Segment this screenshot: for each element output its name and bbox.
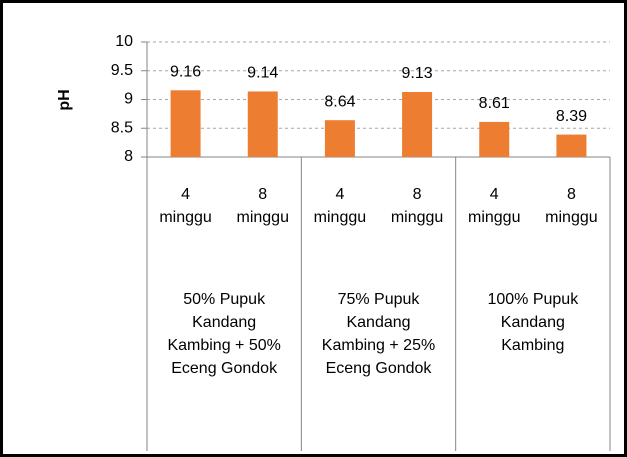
- group-label: 75% Pupuk Kandang Kambing + 25% Eceng Go…: [321, 291, 436, 377]
- x-tick-label: 8 minggu: [390, 186, 444, 226]
- y-tick-label: 9: [124, 91, 133, 108]
- x-tick-label: 8 minggu: [236, 186, 289, 226]
- value-label: 9.14: [247, 65, 278, 82]
- group-label: 50% Pupuk Kandang Kambing + 50% Eceng Go…: [167, 291, 281, 377]
- bar: [402, 92, 433, 157]
- bar: [247, 91, 278, 157]
- y-tick-label: 8.5: [111, 119, 133, 136]
- y-tick-label: 10: [115, 33, 133, 50]
- x-tick-label: 4 minggu: [468, 186, 521, 226]
- bar: [324, 120, 355, 157]
- x-tick-label: 8 minggu: [545, 186, 598, 226]
- value-label: 9.13: [402, 65, 433, 82]
- x-tick-label: 4 minggu: [313, 186, 367, 226]
- bar: [479, 121, 510, 157]
- y-tick-label: 8: [124, 148, 133, 165]
- plot: pH 8 8.5 9 9.5 10 9.16 9.14 8.64 9.13 8.61 8.39: [56, 33, 611, 451]
- y-axis-label: pH: [56, 89, 73, 110]
- value-label: 8.64: [324, 93, 355, 110]
- value-label: 8.39: [556, 108, 587, 125]
- value-label: 9.16: [170, 64, 201, 81]
- bar: [170, 90, 201, 157]
- y-tick-label: 9.5: [111, 62, 133, 79]
- group-label: 100% Pupuk Kandang Kambing: [487, 291, 579, 354]
- value-label: 8.61: [479, 95, 510, 112]
- bar: [556, 134, 587, 157]
- x-tick-label: 4 minggu: [159, 186, 212, 226]
